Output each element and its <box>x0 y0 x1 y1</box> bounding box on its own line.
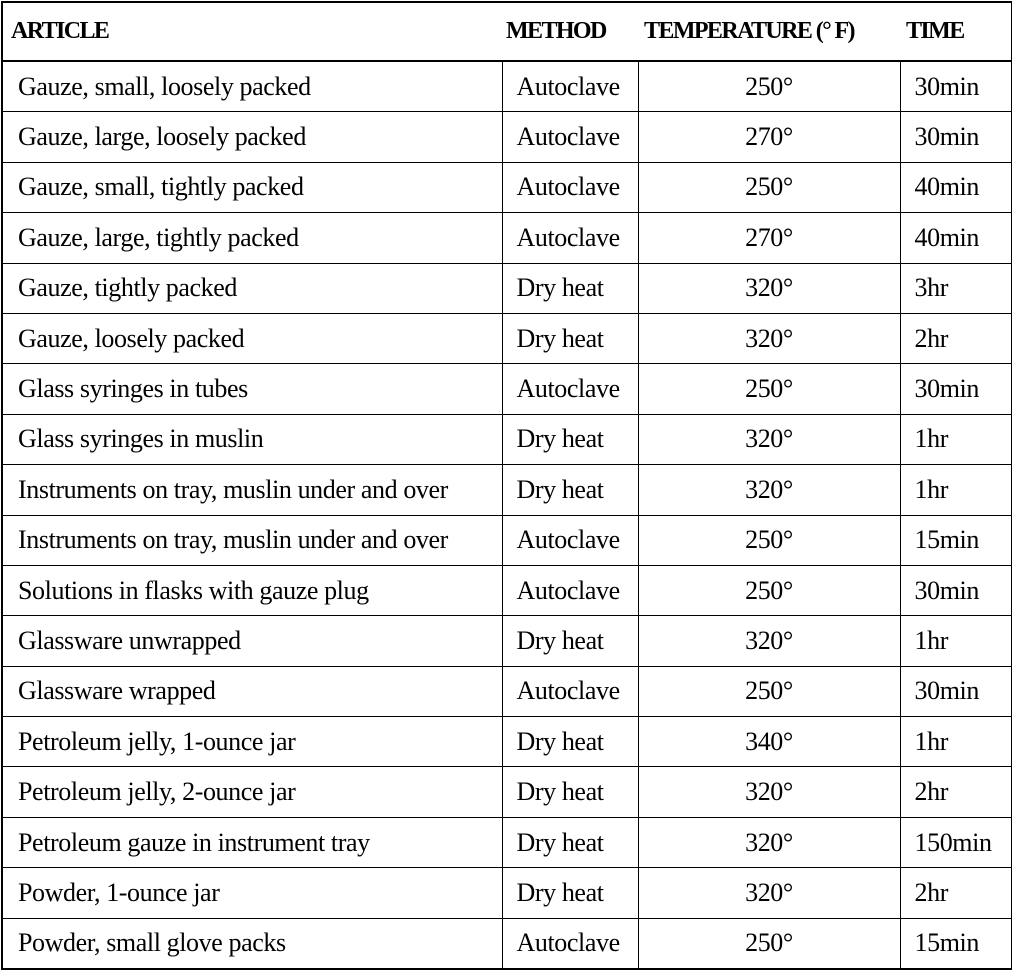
table-cell: Petroleum jelly, 2-ounce jar <box>1 766 503 818</box>
table-row: Glass syringes in muslin Dry heat 320° 1hr <box>1 413 1012 466</box>
table-cell: 1hr <box>899 716 1012 768</box>
table-cell: 15min <box>899 917 1012 970</box>
table-cell: 250° <box>637 564 901 617</box>
table-cell: 2hr <box>899 867 1012 919</box>
table-cell: Autoclave <box>501 161 639 214</box>
table-cell: 150min <box>899 816 1012 869</box>
table-cell: Gauze, loosely packed <box>1 312 503 365</box>
table-cell: Powder, small glove packs <box>1 917 503 970</box>
table-cell: Dry heat <box>501 464 639 516</box>
table-cell: 2hr <box>899 312 1012 365</box>
table-cell: Gauze, tightly packed <box>1 262 503 314</box>
table-header: ARTICLE METHOD TEMPERATURE (° F) TIME <box>2 2 1012 62</box>
table-cell: 320° <box>637 766 901 818</box>
table-cell: 320° <box>637 816 901 869</box>
header-cell: METHOD <box>502 2 638 62</box>
table-cell: Gauze, large, loosely packed <box>1 111 503 163</box>
table-cell: 15min <box>899 514 1012 566</box>
table-row: Glassware wrapped Autoclave 250° 30min <box>1 665 1012 718</box>
table-cell: Autoclave <box>501 514 639 566</box>
table-cell: Gauze, small, tightly packed <box>1 161 503 214</box>
table-cell: Powder, 1-ounce jar <box>1 867 503 919</box>
table-cell: 250° <box>637 161 901 214</box>
table-cell: 270° <box>637 212 901 264</box>
table-row: Gauze, loosely packed Dry heat 320° 2hr <box>1 312 1012 365</box>
table-cell: 250° <box>637 60 901 113</box>
table-cell: 320° <box>637 312 901 365</box>
table-cell: 250° <box>637 917 901 970</box>
table-cell: 30min <box>899 665 1012 718</box>
table-cell: Dry heat <box>501 716 639 768</box>
table-cell: Glass syringes in muslin <box>1 413 503 466</box>
table-cell: Glassware unwrapped <box>1 615 503 667</box>
table-cell: Autoclave <box>501 917 639 970</box>
table-cell: 1hr <box>899 615 1012 667</box>
table-cell: Glassware wrapped <box>1 665 503 718</box>
table-cell: Autoclave <box>501 363 639 415</box>
table-cell: 250° <box>637 363 901 415</box>
table-cell: 1hr <box>899 413 1012 466</box>
table-row: Gauze, tightly packed Dry heat 320° 3hr <box>1 262 1012 314</box>
table-cell: Petroleum gauze in instrument tray <box>1 816 503 869</box>
table-cell: Dry heat <box>501 615 639 667</box>
table-cell: 30min <box>899 60 1012 113</box>
table-cell: Instruments on tray, muslin under and ov… <box>1 514 503 566</box>
table-row: Petroleum gauze in instrument tray Dry he… <box>1 816 1012 869</box>
table-body: Gauze, small, loosely packed Autoclave 250… <box>1 60 1012 970</box>
table-cell: Solutions in flasks with gauze plug <box>1 564 503 617</box>
table-cell: 320° <box>637 615 901 667</box>
table-cell: 340° <box>637 716 901 768</box>
table-cell: 30min <box>899 363 1012 415</box>
table-row: Glassware unwrapped Dry heat 320° 1hr <box>1 615 1012 667</box>
header-row: ARTICLE METHOD TEMPERATURE (° F) TIME <box>2 2 1012 62</box>
table-cell: 40min <box>899 161 1012 214</box>
table-cell: Dry heat <box>501 262 639 314</box>
table-row: Petroleum jelly, 2-ounce jar Dry heat 320°… <box>1 766 1012 818</box>
table-cell: Petroleum jelly, 1-ounce jar <box>1 716 503 768</box>
header-cell: TEMPERATURE (° F) <box>638 2 900 62</box>
table-cell: 30min <box>899 564 1012 617</box>
table-cell: 2hr <box>899 766 1012 818</box>
header-cell: ARTICLE <box>2 2 502 62</box>
table-row: Gauze, large, loosely packed Autoclave 270… <box>1 111 1012 163</box>
table-cell: 320° <box>637 413 901 466</box>
table-cell: Instruments on tray, muslin under and ov… <box>1 464 503 516</box>
table-cell: Dry heat <box>501 413 639 466</box>
table-cell: Autoclave <box>501 60 639 113</box>
table-cell: Dry heat <box>501 816 639 869</box>
table-row: Solutions in flasks with gauze plug Autoc… <box>1 564 1012 617</box>
table-row: Glass syringes in tubes Autoclave 250° 30mi… <box>1 363 1012 415</box>
table-cell: Gauze, small, loosely packed <box>1 60 503 113</box>
table-cell: 3hr <box>899 262 1012 314</box>
table-cell: 30min <box>899 111 1012 163</box>
table-row: Instruments on tray, muslin under and ov… <box>1 514 1012 566</box>
table-cell: Autoclave <box>501 665 639 718</box>
table-cell: Autoclave <box>501 111 639 163</box>
table-cell: Glass syringes in tubes <box>1 363 503 415</box>
table-cell: 1hr <box>899 464 1012 516</box>
table-row: Powder, small glove packs Autoclave 250° 15… <box>1 917 1012 970</box>
header-cell: TIME <box>900 2 1012 62</box>
table-cell: Autoclave <box>501 212 639 264</box>
table-cell: 270° <box>637 111 901 163</box>
table-row: Powder, 1-ounce jar Dry heat 320° 2hr <box>1 867 1012 919</box>
table-cell: 320° <box>637 262 901 314</box>
table-cell: Dry heat <box>501 867 639 919</box>
table-cell: 250° <box>637 514 901 566</box>
table-row: Gauze, small, loosely packed Autoclave 250… <box>1 60 1012 113</box>
table-cell: Autoclave <box>501 564 639 617</box>
table-cell: 40min <box>899 212 1012 264</box>
table-cell: 250° <box>637 665 901 718</box>
table-row: Gauze, small, tightly packed Autoclave 250… <box>1 161 1012 214</box>
table-cell: 320° <box>637 867 901 919</box>
table-cell: 320° <box>637 464 901 516</box>
table-row: Gauze, large, tightly packed Autoclave 270… <box>1 212 1012 264</box>
table-row: Petroleum jelly, 1-ounce jar Dry heat 340°… <box>1 716 1012 768</box>
table-cell: Gauze, large, tightly packed <box>1 212 503 264</box>
table-cell: Dry heat <box>501 766 639 818</box>
table-row: Instruments on tray, muslin under and ov… <box>1 464 1012 516</box>
table-cell: Dry heat <box>501 312 639 365</box>
